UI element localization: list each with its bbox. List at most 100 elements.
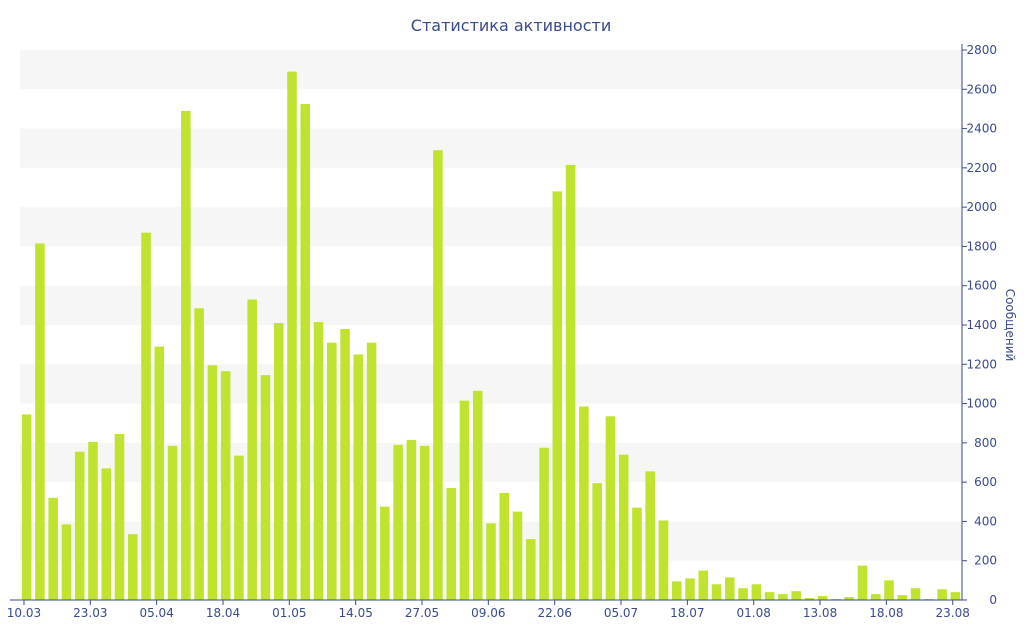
bar	[220, 371, 231, 600]
bar	[114, 434, 125, 600]
bar	[910, 588, 921, 600]
x-tick-label: 22.06	[538, 606, 572, 620]
bar	[207, 365, 218, 600]
bar	[486, 523, 496, 600]
y-tick-label: 2400	[966, 122, 997, 136]
y-axis-label: Сообщений	[1003, 289, 1017, 362]
bar	[698, 570, 709, 600]
bar	[499, 492, 510, 600]
y-tick-label: 200	[974, 554, 997, 568]
x-tick-label: 01.08	[737, 606, 771, 620]
bar	[884, 580, 894, 600]
bar	[313, 322, 324, 600]
bar	[260, 375, 271, 600]
bar	[88, 441, 98, 601]
x-axis: 10.03 23.03 05.04 18.04 01.05 14.05 27.05 09.06…	[7, 599, 970, 620]
bar	[937, 589, 947, 600]
bar	[353, 354, 364, 600]
bar	[645, 471, 655, 600]
grid-band	[20, 50, 962, 90]
bar	[21, 414, 32, 601]
bar	[725, 577, 735, 600]
x-tick-label: 05.07	[604, 606, 638, 620]
bar	[154, 346, 165, 600]
bar	[446, 488, 456, 600]
y-tick-label: 1600	[966, 279, 997, 293]
grid-band	[20, 128, 962, 168]
bar	[419, 445, 430, 600]
bar	[671, 581, 682, 600]
grid-band	[20, 207, 962, 247]
x-tick-label: 01.05	[272, 606, 306, 620]
x-tick-label: 10.03	[7, 606, 41, 620]
x-tick-label: 23.08	[936, 606, 970, 620]
bar	[897, 595, 908, 600]
chart-title: Статистика активности	[411, 16, 611, 35]
bar	[817, 596, 828, 600]
y-tick-label: 1200	[966, 357, 997, 371]
bar	[632, 507, 642, 600]
bar	[512, 511, 523, 600]
bar	[804, 598, 815, 600]
bar	[472, 390, 483, 600]
bar	[565, 164, 576, 600]
bar	[366, 342, 377, 600]
bar	[459, 400, 470, 601]
bar	[74, 451, 85, 600]
bar	[658, 520, 669, 600]
bar-series	[21, 71, 961, 601]
bar	[526, 539, 536, 600]
bar	[287, 71, 297, 601]
y-axis: 0 200 400 600 800 1000 1200 1400 1600 1800 2000 220…	[961, 43, 997, 607]
x-tick-label: 18.04	[206, 606, 240, 620]
bar	[327, 342, 337, 600]
bar	[433, 150, 443, 600]
bar	[101, 468, 112, 600]
y-tick-label: 1800	[966, 239, 997, 253]
bar	[711, 584, 722, 600]
bar	[751, 584, 762, 600]
x-tick-label: 18.07	[670, 606, 704, 620]
bar	[234, 455, 244, 601]
y-tick-label: 2000	[966, 200, 997, 214]
bar	[406, 439, 417, 600]
x-tick-label: 09.06	[471, 606, 505, 620]
y-tick-label: 1400	[966, 318, 997, 332]
y-tick-label: 600	[974, 475, 997, 489]
grid-bands	[20, 50, 962, 561]
bar	[141, 232, 151, 600]
bar	[552, 191, 563, 600]
x-tick-label: 14.05	[338, 606, 372, 620]
bar	[579, 406, 589, 600]
x-tick-label: 05.04	[139, 606, 173, 620]
bar	[48, 497, 58, 600]
x-tick-label: 27.05	[405, 606, 439, 620]
bar	[738, 588, 748, 600]
y-tick-label: 1000	[966, 397, 997, 411]
bar	[778, 594, 788, 600]
bar	[273, 323, 284, 600]
grid-band	[20, 364, 962, 404]
bar	[844, 597, 854, 600]
bar	[194, 308, 204, 600]
bar	[857, 565, 868, 601]
bar	[35, 243, 45, 601]
x-tick-label: 18.08	[869, 606, 903, 620]
bar	[128, 534, 138, 600]
bar	[764, 592, 775, 600]
x-tick-label: 13.08	[803, 606, 837, 620]
y-tick-label: 2200	[966, 161, 997, 175]
bar	[539, 447, 549, 600]
bar	[605, 416, 616, 600]
bar	[340, 328, 350, 600]
bar	[685, 578, 695, 600]
x-tick-label: 23.03	[73, 606, 107, 620]
grid-band	[20, 285, 962, 325]
bar	[380, 506, 390, 600]
y-tick-label: 800	[974, 436, 997, 450]
y-tick-label: 0	[989, 593, 997, 607]
y-tick-label: 2800	[966, 43, 997, 57]
bar	[61, 524, 72, 601]
bar	[181, 110, 191, 600]
